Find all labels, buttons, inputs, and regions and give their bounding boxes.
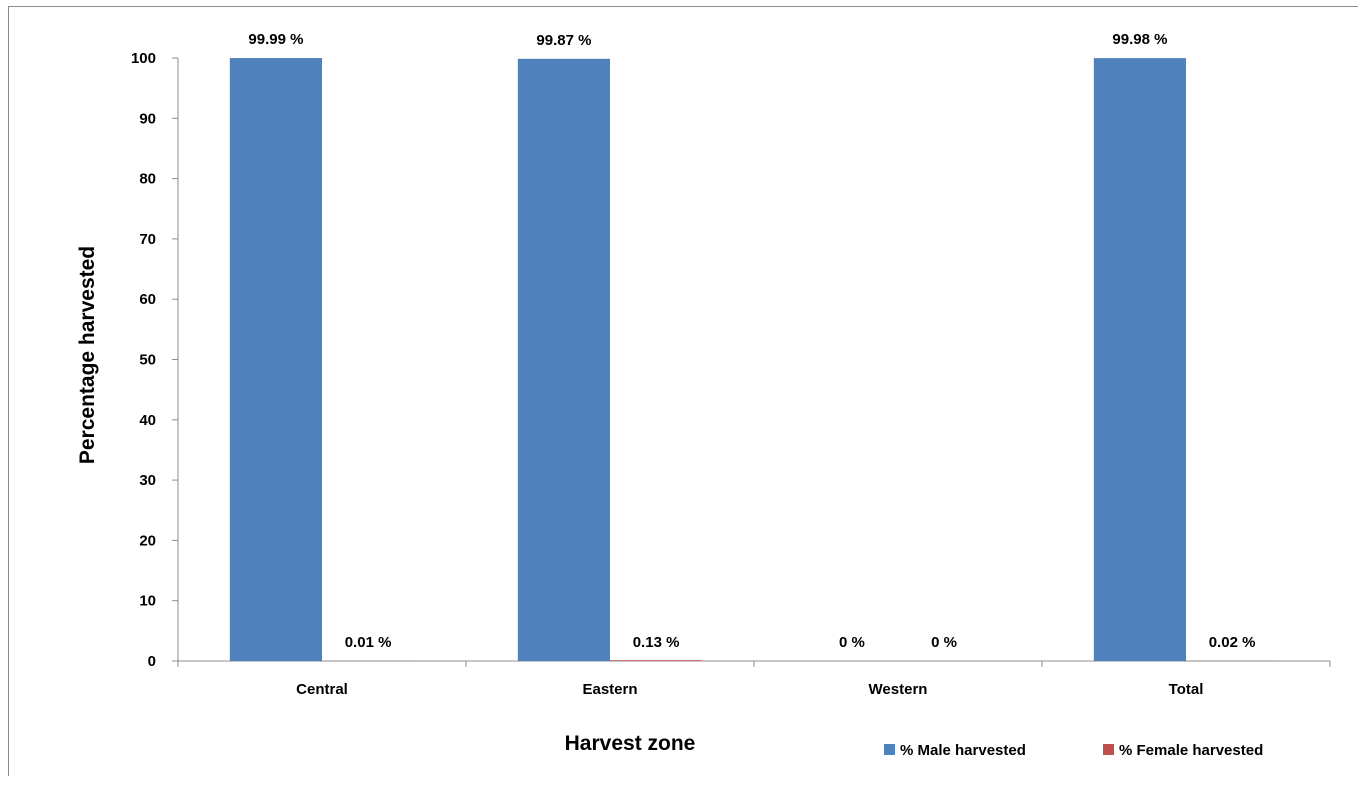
bar-male xyxy=(229,58,322,661)
y-tick-label: 30 xyxy=(139,472,156,489)
data-labels: 99.99 % 99.87 % 0 % 99.98 % 0.01 % 0.13 % 0 % 0… xyxy=(248,31,1255,651)
y-axis: 0 10 20 30 40 50 60 70 80 90 100 xyxy=(131,50,179,670)
y-tick-label: 10 xyxy=(139,593,156,610)
data-label: 99.98 % xyxy=(1112,31,1167,48)
x-category-label: Total xyxy=(1169,681,1204,698)
y-tick-label: 40 xyxy=(139,412,156,429)
y-tick-label: 50 xyxy=(139,352,156,369)
bar-female xyxy=(610,660,703,661)
x-category-label: Western xyxy=(869,681,928,698)
x-category-label: Eastern xyxy=(582,681,637,698)
legend-label: % Female harvested xyxy=(1119,742,1263,759)
bars xyxy=(229,58,1279,662)
data-label: 0 % xyxy=(931,634,957,651)
bar-male xyxy=(1093,58,1186,661)
y-tick-label: 80 xyxy=(139,171,156,188)
data-label: 99.99 % xyxy=(248,31,303,48)
y-tick-label: 20 xyxy=(139,532,156,549)
y-tick-label: 90 xyxy=(139,110,156,127)
legend-label: % Male harvested xyxy=(900,742,1026,759)
chart-frame xyxy=(8,6,1358,776)
data-label: 99.87 % xyxy=(536,32,591,49)
y-tick-label: 100 xyxy=(131,50,156,67)
bar-male xyxy=(517,58,610,662)
x-axis-title: Harvest zone xyxy=(565,732,696,755)
y-tick-label: 0 xyxy=(148,653,156,670)
data-label: 0.01 % xyxy=(345,634,392,651)
data-label: 0 % xyxy=(839,634,865,651)
data-label: 0.02 % xyxy=(1209,634,1256,651)
x-axis: Central Eastern Western Total xyxy=(177,660,1331,698)
x-category-label: Central xyxy=(296,681,348,698)
legend-swatch xyxy=(884,744,895,755)
y-tick-label: 60 xyxy=(139,291,156,308)
y-axis-title: Percentage harvested xyxy=(76,246,99,464)
data-label: 0.13 % xyxy=(633,634,680,651)
legend: % Male harvested % Female harvested xyxy=(884,742,1263,759)
legend-swatch xyxy=(1103,744,1114,755)
y-tick-label: 70 xyxy=(139,231,156,248)
